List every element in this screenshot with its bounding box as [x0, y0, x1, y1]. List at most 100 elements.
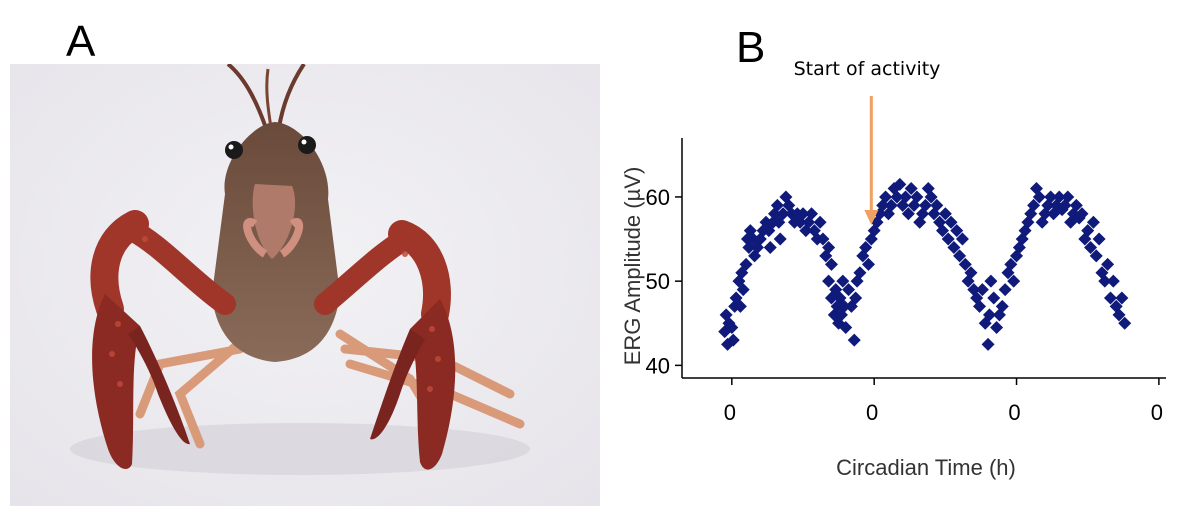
data-point	[984, 274, 998, 288]
data-point	[1101, 257, 1115, 271]
data-point	[950, 224, 964, 238]
data-point	[921, 182, 935, 196]
data-point	[816, 232, 830, 246]
data-point	[941, 232, 955, 246]
data-point	[1112, 308, 1126, 322]
annotation-arrow	[864, 96, 879, 225]
data-point	[1084, 240, 1098, 254]
x-axis-title: Circadian Time (h)	[836, 455, 1016, 480]
data-point	[884, 198, 898, 212]
data-point	[938, 207, 952, 221]
data-point	[1109, 299, 1123, 313]
data-point	[1029, 182, 1043, 196]
y-tick-label: 50	[646, 269, 670, 294]
data-point	[1061, 190, 1075, 204]
x-tick-label: 0	[1151, 400, 1163, 425]
data-point	[1118, 316, 1132, 330]
data-point	[726, 333, 740, 347]
data-point	[953, 249, 967, 263]
data-point	[1086, 215, 1100, 229]
data-point	[807, 224, 821, 238]
data-point	[1078, 232, 1092, 246]
data-point	[1092, 232, 1106, 246]
y-axis-title: ERG Amplitude (µV)	[620, 167, 645, 366]
data-point	[819, 249, 833, 263]
data-point	[944, 215, 958, 229]
data-point	[822, 240, 836, 254]
data-point	[776, 207, 790, 221]
data-point	[898, 190, 912, 204]
data-point	[982, 308, 996, 322]
data-point	[779, 190, 793, 204]
data-point	[930, 198, 944, 212]
data-point	[861, 257, 875, 271]
data-point	[1007, 274, 1021, 288]
x-tick-label: 0	[1008, 400, 1020, 425]
data-point	[1089, 249, 1103, 263]
data-point	[770, 198, 784, 212]
data-point	[824, 257, 838, 271]
data-point	[958, 257, 972, 271]
data-point	[901, 207, 915, 221]
data-point	[773, 232, 787, 246]
x-axis-ticks: 0 0 0 0	[724, 378, 1163, 425]
data-point	[990, 320, 1004, 334]
data-point	[733, 299, 747, 313]
data-point	[904, 182, 918, 196]
plot-area	[718, 177, 1132, 351]
data-point	[964, 266, 978, 280]
data-point	[998, 283, 1012, 297]
data-point	[896, 198, 910, 212]
data-point	[796, 207, 810, 221]
data-point	[924, 190, 938, 204]
data-point	[853, 266, 867, 280]
data-point	[910, 190, 924, 204]
data-point	[859, 240, 873, 254]
data-point	[829, 283, 843, 297]
data-point	[1075, 207, 1089, 221]
data-point	[813, 215, 827, 229]
data-point	[725, 320, 739, 334]
data-point	[1058, 198, 1072, 212]
data-point	[1052, 190, 1066, 204]
data-point	[763, 240, 777, 254]
data-point	[978, 316, 992, 330]
erg-scatter-chart: 40 50 60 0 0 0 0 ERG Amplitude (µV) Circadian…	[620, 58, 1166, 480]
data-point	[1055, 203, 1069, 217]
data-point	[975, 283, 989, 297]
crayfish-photo	[10, 64, 600, 506]
data-point	[739, 257, 753, 271]
y-tick-label: 60	[646, 185, 670, 210]
data-point	[927, 207, 941, 221]
data-point	[1098, 274, 1112, 288]
data-point	[721, 337, 735, 351]
data-point	[981, 337, 995, 351]
data-point	[936, 224, 950, 238]
data-point	[793, 215, 807, 229]
data-point	[867, 224, 881, 238]
data-point	[753, 232, 767, 246]
panel-label-a: A	[66, 17, 96, 66]
data-point	[736, 283, 750, 297]
data-point	[1106, 274, 1120, 288]
data-point	[805, 207, 819, 221]
data-point	[987, 291, 1001, 305]
data-point	[847, 333, 861, 347]
data-point	[918, 198, 932, 212]
data-point	[844, 299, 858, 313]
data-point	[893, 177, 907, 191]
arrow-head	[864, 210, 879, 225]
data-point	[762, 224, 776, 238]
y-axis-ticks: 40 50 60	[646, 185, 682, 378]
data-point	[832, 316, 846, 330]
data-point	[836, 274, 850, 288]
data-point	[1081, 224, 1095, 238]
data-point	[1027, 198, 1041, 212]
data-point	[822, 274, 836, 288]
panel-label-b: B	[736, 23, 766, 72]
data-point	[1044, 190, 1058, 204]
data-point	[837, 299, 851, 313]
data-point	[834, 308, 848, 322]
data-point	[947, 240, 961, 254]
data-point	[1069, 198, 1083, 212]
